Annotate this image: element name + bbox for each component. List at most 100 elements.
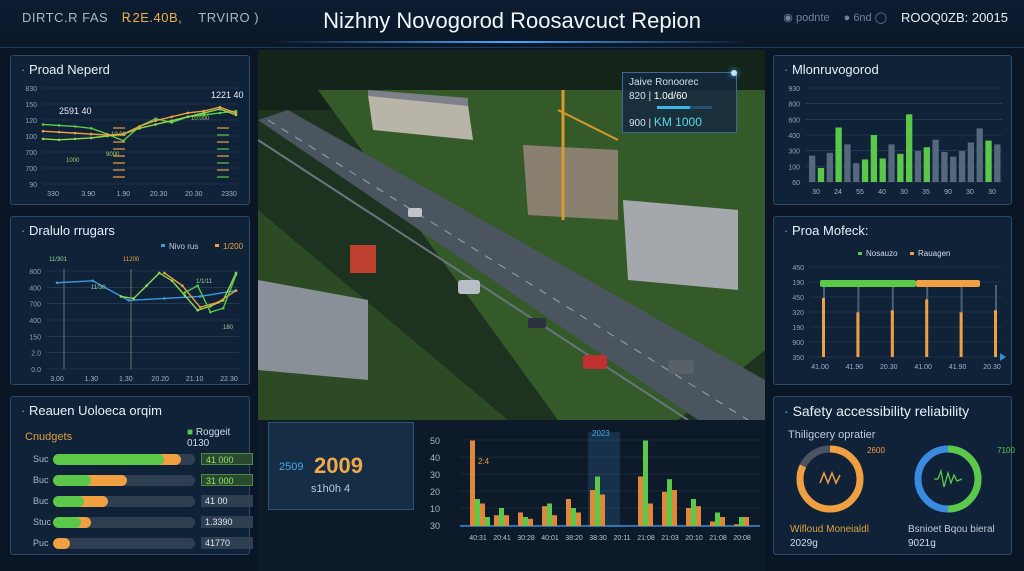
x-tick-label: 24 <box>834 189 842 196</box>
bar <box>870 135 878 182</box>
bar <box>861 159 869 182</box>
bar <box>888 144 895 182</box>
bar <box>552 515 557 526</box>
bar <box>667 479 672 526</box>
bar <box>494 515 499 526</box>
bar <box>504 515 509 526</box>
x-tick-label: 3.00 <box>50 376 64 383</box>
x-tick-label: 55 <box>856 189 864 196</box>
x-tick-label: 1.30 <box>85 376 99 383</box>
bar <box>576 512 581 526</box>
budget-row-label: Suc <box>33 454 49 464</box>
bar <box>734 524 739 526</box>
y-tick-label: 400 <box>788 133 800 140</box>
bar <box>542 506 547 526</box>
x-tick-label: 38:30 <box>589 535 607 542</box>
y-tick-label: 830 <box>25 86 37 93</box>
budget-legend: ■ Roggeit 0130 <box>187 427 231 449</box>
budget-row: Suc 41 000 <box>33 453 253 465</box>
y-tick-label: 60 <box>792 180 800 187</box>
bar <box>643 440 648 526</box>
bar <box>879 158 886 182</box>
bar <box>914 150 922 182</box>
series-line <box>42 108 237 141</box>
traffic-chart: 800 400 700 400 150 2.0 0.0 3.00 1.30 1.30 20.20 21… <box>29 242 243 383</box>
panel-title: Dralulo rrugars <box>21 223 115 238</box>
budget-bar <box>53 537 195 549</box>
y-tick-label: 800 <box>29 269 41 276</box>
annotation: 9000 <box>106 152 120 158</box>
y-tick-label: 30 <box>430 521 440 531</box>
bar <box>662 491 667 526</box>
budget-row: Stuc 1.3390 <box>33 516 253 528</box>
bar <box>480 503 485 526</box>
budget-bar <box>53 516 195 528</box>
top-bar-green <box>820 280 916 287</box>
x-tick-label: 40:31 <box>469 535 487 542</box>
budget-value: 31 000 <box>201 474 253 486</box>
y-tick-label: 50 <box>430 436 440 446</box>
y-tick-label: 320 <box>792 310 804 317</box>
x-tick-label: 21:08 <box>637 535 655 542</box>
x-tick-label: 20.30 <box>880 364 898 371</box>
annotation: 2023 <box>592 429 610 438</box>
bar <box>950 156 957 182</box>
panel-traffic: Dralulo rrugars 800 400 700 400 150 2.0 0.0 3.0… <box>10 216 250 385</box>
bar <box>844 144 851 182</box>
x-tick-label: 41.00 <box>914 364 932 371</box>
monthly-bar-chart: 930 800 600 400 300 100 60 30 24 55 40 30 35 90 30 30 <box>788 86 1002 196</box>
bar <box>826 152 833 182</box>
title-underline <box>270 41 750 43</box>
y-tick-label: 20 <box>430 487 440 497</box>
menu-item-1[interactable]: ◉ podnte <box>783 12 830 24</box>
x-tick-label: 21.10 <box>186 376 204 383</box>
y-tick-label: 350 <box>792 355 804 362</box>
budget-row-label: Buc <box>33 475 49 485</box>
bar <box>672 490 677 526</box>
x-tick-label: 40:01 <box>541 535 559 542</box>
y-tick-label: 450 <box>792 295 804 302</box>
gauge-label: Bsnioet Bqou bieral <box>908 524 995 535</box>
budget-row: Buc 41 00 <box>33 495 253 507</box>
legend-label: Rauagen <box>918 249 950 258</box>
annotation: 11/301 <box>49 257 68 263</box>
bar <box>739 517 744 526</box>
gauge-sub: 9021g <box>908 538 936 549</box>
x-tick-label: 30:28 <box>517 535 535 542</box>
series-line <box>42 106 237 136</box>
y-tick-label: 600 <box>788 117 800 124</box>
bar <box>595 476 600 526</box>
y-tick-label: 120 <box>25 118 37 125</box>
bar <box>518 512 523 526</box>
budget-value: 41 000 <box>201 453 253 465</box>
annotation: 11200 <box>123 257 140 263</box>
panel-budget: Reauen Uoloeca orqim Cnudgets ■ Roggeit … <box>10 396 253 555</box>
menu-item-2[interactable]: ● 6nd ◯ <box>843 12 888 24</box>
bar <box>710 521 715 526</box>
budget-bar-orange <box>53 537 71 549</box>
x-tick-label: 330 <box>47 191 59 198</box>
bar <box>817 167 825 182</box>
y-tick-label: 150 <box>25 102 37 109</box>
bar <box>941 151 948 182</box>
x-tick-label: 21:03 <box>661 535 679 542</box>
budget-bar <box>53 495 195 507</box>
budget-bar <box>53 453 195 465</box>
y-tick-label: 450 <box>792 265 804 272</box>
bar <box>571 508 576 526</box>
y-tick-label: 700 <box>25 166 37 173</box>
x-tick-label: 30 <box>812 189 820 196</box>
bar <box>925 299 929 357</box>
x-tick-label: 30 <box>900 189 908 196</box>
y-tick-label: 190 <box>792 280 804 287</box>
budget-bar-green <box>53 495 85 507</box>
bar <box>967 142 975 182</box>
series-line <box>163 272 237 309</box>
bar <box>686 508 691 526</box>
road-trend-chart: 830 150 120 100 700 700 90 330 3.90 1.90 20.30 20.3… <box>25 86 243 198</box>
annotation: 1/1/11 <box>196 279 213 285</box>
budget-row: Buc 31 000 <box>33 474 253 486</box>
y-tick-label: 400 <box>29 285 41 292</box>
panel-title: Reauen Uoloeca orqim <box>21 403 162 418</box>
gauge-ring: 2600 <box>796 445 885 513</box>
